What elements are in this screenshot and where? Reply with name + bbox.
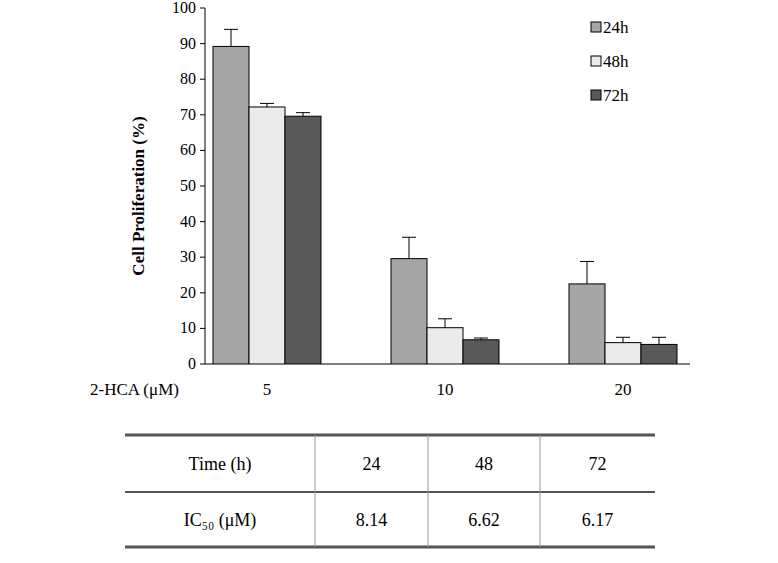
table-col-rule <box>540 435 541 547</box>
error-bar <box>652 337 666 344</box>
legend-swatch <box>591 90 601 100</box>
error-bar <box>260 103 274 107</box>
table-cell: 6.17 <box>582 510 614 530</box>
y-tick-label: 10 <box>180 319 196 336</box>
error-cap <box>616 337 630 338</box>
x-tick-label: 5 <box>263 380 272 399</box>
table-cell: 48 <box>475 454 493 474</box>
bar <box>285 116 321 364</box>
error-bar <box>224 29 238 46</box>
y-tick <box>200 186 205 187</box>
error-stem <box>623 337 624 342</box>
bar <box>391 259 427 364</box>
legend-label: 72h <box>603 86 629 105</box>
error-stem <box>303 113 304 117</box>
y-tick-label: 90 <box>180 35 196 52</box>
x-tick-label: 10 <box>437 380 454 399</box>
y-tick-label: 50 <box>180 177 196 194</box>
y-tick <box>200 43 205 44</box>
y-tick <box>200 221 205 222</box>
bar <box>605 343 641 364</box>
error-bar <box>474 338 488 340</box>
chart-root: 0 10 20 30 40 50 60 70 80 90 100 Cell Proliferation… <box>0 0 778 563</box>
legend-swatch <box>591 22 601 32</box>
bar <box>641 344 677 364</box>
y-tick <box>200 364 205 365</box>
error-cap <box>260 103 274 104</box>
y-tick-label: 100 <box>172 0 196 16</box>
y-tick-label: 80 <box>180 70 196 87</box>
error-stem <box>445 319 446 328</box>
error-cap <box>224 29 238 30</box>
table-col-rule <box>428 435 429 547</box>
error-bar <box>616 337 630 342</box>
table-cell: Time (h) <box>189 454 252 475</box>
bar <box>249 107 285 364</box>
error-cap <box>402 237 416 238</box>
table-rule <box>125 546 655 549</box>
legend-label: 24h <box>603 18 629 37</box>
error-stem <box>659 337 660 344</box>
x-axis-label: 2-HCA (μM) <box>90 380 179 399</box>
table-cell: 6.62 <box>468 510 500 530</box>
y-tick-label: 70 <box>180 106 196 123</box>
legend-label: 48h <box>603 52 629 71</box>
bar <box>463 340 499 364</box>
x-tick-label: 20 <box>615 380 632 399</box>
y-tick-label: 60 <box>180 141 196 158</box>
error-cap <box>652 337 666 338</box>
error-cap <box>474 338 488 339</box>
legend-swatch <box>591 56 601 66</box>
y-tick <box>200 79 205 80</box>
y-tick-label: 30 <box>180 248 196 265</box>
y-tick-label: 0 <box>188 355 196 372</box>
table-col-rule <box>315 435 316 547</box>
y-tick <box>200 8 205 9</box>
error-cap <box>580 261 594 262</box>
bar <box>213 46 249 364</box>
y-tick <box>200 150 205 151</box>
table-cell: 72 <box>589 454 607 474</box>
error-bar <box>438 319 452 328</box>
error-stem <box>267 103 268 107</box>
error-stem <box>231 29 232 46</box>
table-cell: 8.14 <box>356 510 388 530</box>
y-tick <box>200 257 205 258</box>
y-tick <box>200 114 205 115</box>
error-bar <box>402 237 416 258</box>
y-tick-label: 40 <box>180 213 196 230</box>
bar <box>427 328 463 364</box>
table-rule <box>125 434 655 437</box>
y-axis-label: Cell Proliferation (%) <box>129 116 148 275</box>
error-stem <box>409 237 410 258</box>
table-cell: IC₅₀ (μM) <box>184 510 257 531</box>
table-cell: 24 <box>363 454 381 474</box>
error-cap <box>438 318 452 319</box>
bar <box>569 284 605 364</box>
error-stem <box>587 261 588 283</box>
error-cap <box>296 112 310 113</box>
error-bar <box>580 261 594 283</box>
table-rule <box>125 491 655 493</box>
y-tick-label: 20 <box>180 284 196 301</box>
bars <box>213 29 677 364</box>
y-tick <box>200 292 205 293</box>
error-bar <box>296 113 310 117</box>
y-tick <box>200 328 205 329</box>
